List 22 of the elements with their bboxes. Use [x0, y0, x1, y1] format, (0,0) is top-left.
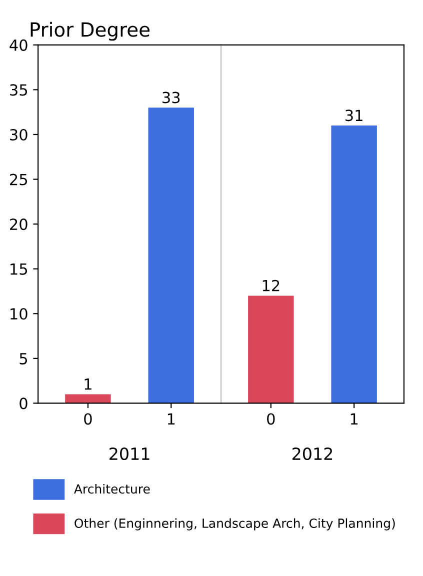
y-tick-label: 35	[10, 84, 28, 96]
y-tick-label: 0	[20, 398, 28, 410]
y-tick-label: 25	[10, 174, 28, 186]
data-label: 1	[84, 378, 92, 390]
chart-title: Prior Degree	[30, 22, 150, 41]
data-label: 12	[262, 280, 280, 292]
data-label: 31	[346, 110, 362, 122]
y-tick-label: 10	[10, 308, 28, 320]
data-label: 33	[162, 92, 180, 104]
x-tick-label: 1	[350, 413, 358, 425]
y-tick-label: 40	[10, 39, 28, 51]
legend-label: Architecture	[74, 484, 150, 494]
y-tick-label: 20	[10, 218, 28, 230]
x-tick-label: 0	[267, 413, 275, 425]
y-tick-label: 5	[20, 353, 28, 364]
x-tick-label: 1	[168, 413, 175, 425]
x-tick-label: 0	[84, 413, 92, 425]
x-axis-title: 2012	[292, 447, 332, 460]
y-tick-label: 30	[10, 128, 28, 141]
y-tick-label: 15	[10, 264, 28, 275]
legend-label: Other (Enginnering, Landscape Arch, City Planning)	[74, 518, 395, 530]
x-axis-title: 2011	[110, 447, 150, 460]
